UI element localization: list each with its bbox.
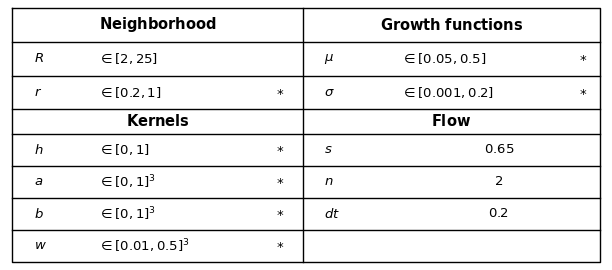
Text: $dt$: $dt$	[324, 207, 340, 221]
Text: $*$: $*$	[276, 239, 285, 252]
Text: $\mathbf{Kernels}$: $\mathbf{Kernels}$	[125, 113, 190, 130]
Text: $*$: $*$	[276, 86, 285, 99]
Text: $h$: $h$	[34, 143, 43, 157]
Text: $*$: $*$	[579, 86, 588, 99]
Text: $2$: $2$	[494, 175, 503, 188]
Text: $\mathbf{Flow}$: $\mathbf{Flow}$	[431, 113, 471, 130]
Text: $b$: $b$	[34, 207, 43, 221]
Text: $\in [0, 1]$: $\in [0, 1]$	[98, 142, 149, 157]
Text: $s$: $s$	[324, 143, 333, 156]
Text: $\in [0, 1]^3$: $\in [0, 1]^3$	[98, 205, 156, 222]
Text: $*$: $*$	[276, 175, 285, 188]
Text: $\in [0.001, 0.2]$: $\in [0.001, 0.2]$	[401, 85, 494, 100]
Text: $*$: $*$	[579, 52, 588, 65]
Text: $\sigma$: $\sigma$	[324, 86, 335, 99]
Text: $0.65$: $0.65$	[483, 143, 514, 156]
Text: $*$: $*$	[276, 143, 285, 156]
Text: $w$: $w$	[34, 239, 47, 252]
Text: $\mu$: $\mu$	[324, 52, 334, 66]
Text: $\in [0.05, 0.5]$: $\in [0.05, 0.5]$	[401, 51, 486, 66]
Text: $R$: $R$	[34, 52, 43, 65]
Text: $\mathbf{Neighborhood}$: $\mathbf{Neighborhood}$	[99, 15, 217, 35]
Text: $\in [2, 25]$: $\in [2, 25]$	[98, 51, 158, 66]
Text: $a$: $a$	[34, 175, 43, 188]
Text: $\mathbf{Growth\ functions}$: $\mathbf{Growth\ functions}$	[379, 17, 523, 33]
Text: $0.2$: $0.2$	[488, 207, 509, 220]
Text: $\in [0, 1]^3$: $\in [0, 1]^3$	[98, 173, 156, 191]
Text: $n$: $n$	[324, 175, 334, 188]
Text: $r$: $r$	[34, 86, 42, 99]
Text: $\in [0.2, 1]$: $\in [0.2, 1]$	[98, 85, 162, 100]
Text: $*$: $*$	[276, 207, 285, 220]
Text: $\in [0.01, 0.5]^3$: $\in [0.01, 0.5]^3$	[98, 237, 190, 255]
